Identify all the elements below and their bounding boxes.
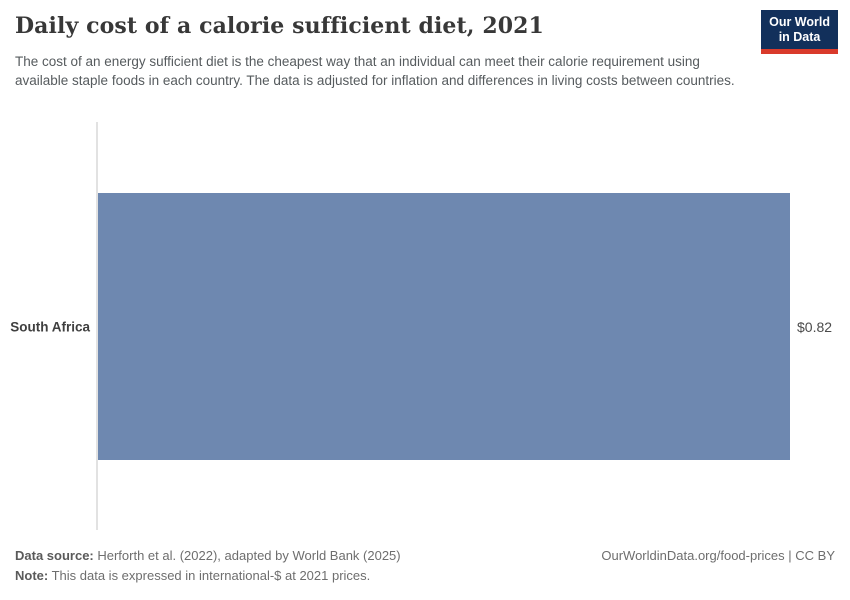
footer-notes: Data source: Herforth et al. (2022), ada… [15, 546, 401, 586]
footer-datasource-line: Data source: Herforth et al. (2022), ada… [15, 546, 401, 566]
datasource-text: Herforth et al. (2022), adapted by World… [93, 548, 401, 563]
footer-note-line: Note: This data is expressed in internat… [15, 566, 401, 586]
page-title: Daily cost of a calorie sufficient diet,… [15, 13, 544, 39]
plot-area [96, 122, 790, 530]
owid-logo[interactable]: Our World in Data [761, 10, 838, 54]
value-label: $0.82 [797, 319, 833, 335]
owid-logo-line1: Our World [769, 15, 830, 29]
bar-south-africa[interactable] [98, 193, 790, 460]
entity-label: South Africa [10, 319, 90, 335]
note-label: Note: [15, 568, 49, 583]
note-text: This data is expressed in international-… [48, 568, 371, 583]
owid-logo-line2: in Data [778, 30, 821, 44]
footer-license-link[interactable]: OurWorldinData.org/food-prices | CC BY [601, 548, 835, 563]
chart-subtitle: The cost of an energy sufficient diet is… [15, 54, 735, 88]
datasource-label: Data source: [15, 548, 94, 563]
